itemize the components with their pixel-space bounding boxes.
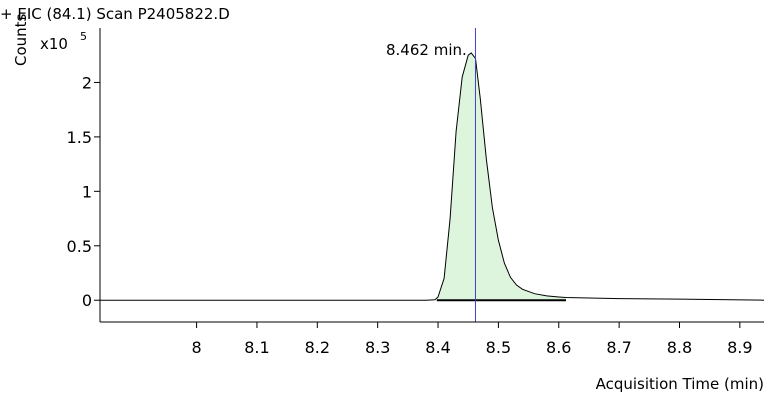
x-tick-label: 8.2 [305, 338, 330, 357]
peak-area-fill [436, 53, 567, 301]
x-tick-label: 8.5 [486, 338, 511, 357]
signal-trace [100, 52, 764, 301]
x-tick-label: 8 [191, 338, 201, 357]
x-tick-label: 8.4 [425, 338, 450, 357]
x-axis-label: Acquisition Time (min) [596, 375, 764, 393]
peak-annotation: 8.462 min. [386, 41, 467, 59]
y-axis-label: Counts [12, 13, 30, 66]
y-scale-exponent: 5 [80, 30, 87, 43]
x-tick-label: 8.8 [667, 338, 692, 357]
x-tick-label: 8.6 [546, 338, 571, 357]
chart-title: + EIC (84.1) Scan P2405822.D [0, 5, 230, 23]
x-tick-label: 8.9 [727, 338, 752, 357]
y-tick-label: 1.5 [67, 128, 92, 147]
plot-area: 0 0.5 1 1.5 2 8 8.1 8.2 8.3 8.4 8.5 8.6 8.7 8.8 8.9 [67, 28, 764, 357]
x-tick-label: 8.3 [365, 338, 390, 357]
y-tick-label: 1 [82, 182, 92, 201]
y-tick-label: 0 [82, 291, 92, 310]
y-scale-label: x10 [40, 35, 68, 53]
y-tick-label: 0.5 [67, 237, 92, 256]
x-tick-label: 8.7 [606, 338, 631, 357]
x-tick-label: 8.1 [244, 338, 269, 357]
y-tick-label: 2 [82, 73, 92, 92]
